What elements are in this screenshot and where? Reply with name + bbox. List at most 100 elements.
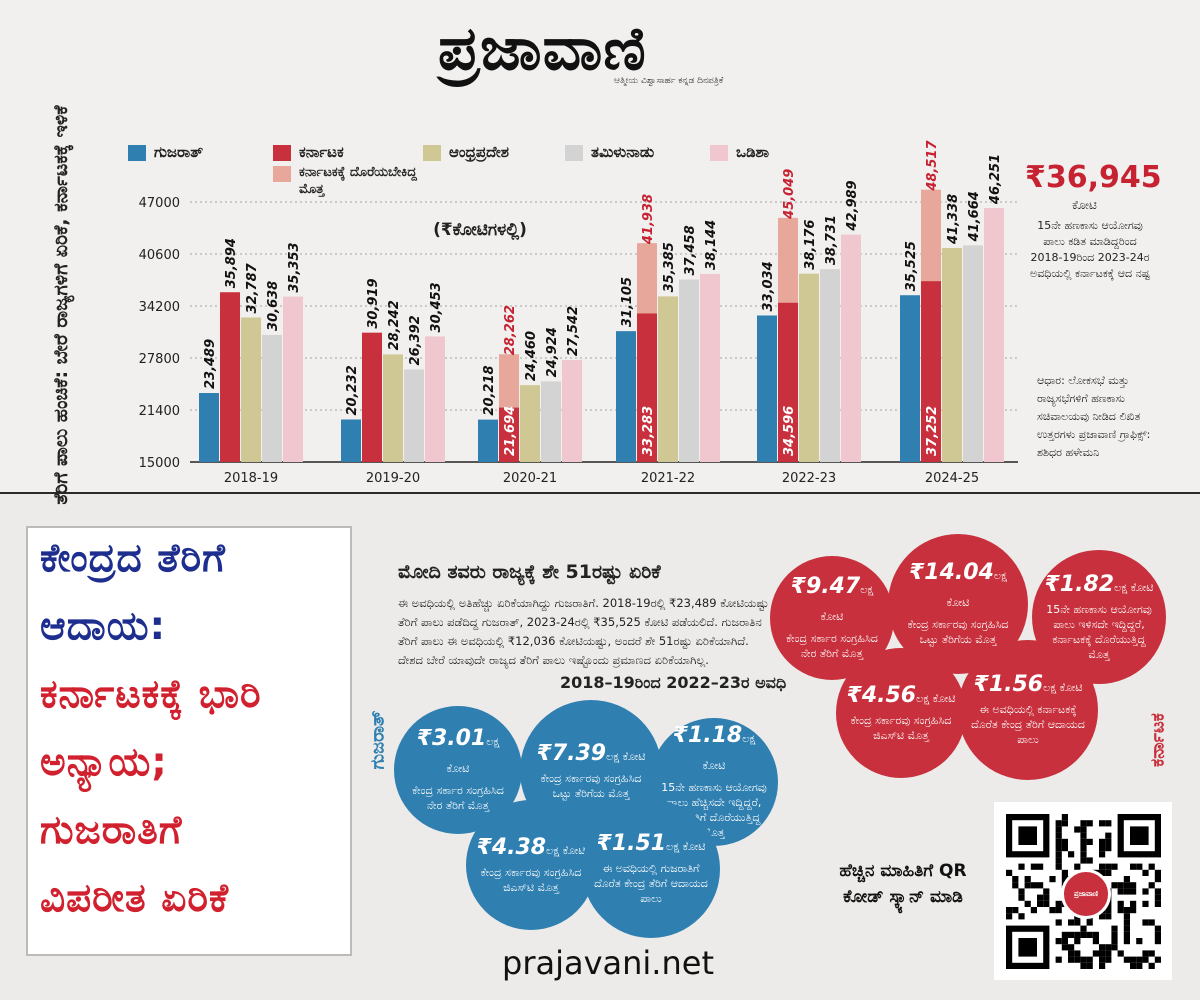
qr-module [1074, 919, 1081, 926]
qr-module [1061, 820, 1068, 827]
qr-module [1037, 900, 1044, 907]
qr-module [1123, 919, 1130, 926]
bar-label: 38,144 [704, 220, 719, 270]
qr-module [1080, 832, 1087, 839]
loss-amount: ₹36,945 [1025, 160, 1162, 195]
circle-text: ಕೇಂದ್ರ ಸರ್ಕಾರ ಸಂಗ್ರಹಿಸಿದ ನೇರ ತೆರಿಗೆ ಮೊತ್… [786, 632, 878, 660]
qr-module [1092, 950, 1099, 957]
circle-text: ಕೇಂದ್ರ ಸರ್ಕಾರವು ಸಂಗ್ರಹಿಸಿದ ಒಟ್ಟು ತೆರಿಗೆಯ… [540, 771, 642, 800]
bar-odisha [700, 273, 720, 462]
qr-module [1130, 900, 1137, 907]
masthead: ಪ್ರಜಾವಾಣಿ ಆತ್ಮೀಯ ವಿಶ್ವಾಸಾರ್ಹ ಕನ್ನಡ ದಿನಪತ… [438, 14, 818, 94]
qr-module [1068, 931, 1075, 938]
qr-module [1142, 888, 1149, 895]
circle-text: ಕೇಂದ್ರ ಸರ್ಕಾರವು ಸಂಗ್ರಹಿಸಿದ ಜಿಎಸ್‌ಟಿ ಮೊತ್… [480, 865, 582, 894]
qr-module [1030, 863, 1037, 870]
qr-module [1080, 962, 1087, 969]
bar-label: 46,251 [988, 154, 1003, 205]
qr-module [1142, 919, 1149, 926]
qr-module [1049, 907, 1056, 914]
qr-module [1037, 882, 1044, 889]
chart-grid: 15000 21400 27800 34200 40600 47000 [139, 196, 1018, 471]
legend-label-andhra: ಆಂಧ್ರಪ್ರದೇಶ [449, 143, 510, 161]
qr-module [1154, 900, 1161, 907]
qr-module [1080, 851, 1087, 858]
karnataka-circle-tax-share: ₹1.56ಲಕ್ಷ ಕೋಟಿ ಈ ಅವಧಿಯಲ್ಲಿ ಕರ್ನಾಟಕಕ್ಕೆ ದ… [958, 640, 1098, 780]
qr-module [1074, 863, 1081, 870]
qr-module [1136, 962, 1143, 969]
qr-module [1123, 925, 1130, 932]
karnataka-circle-gst: ₹4.56ಲಕ್ಷ ಕೋಟಿ ಕೇಂದ್ರ ಸರ್ಕಾರವು ಸಂಗ್ರಹಿಸಿ… [836, 648, 966, 778]
modi-section-title: ಮೋದಿ ತವರು ರಾಜ್ಯಕ್ಕೆ ಶೇ 51ರಷ್ಟು ಏರಿಕೆ [398, 561, 661, 583]
y-tick-label: 27800 [139, 352, 180, 367]
legend-label-karnataka: ಕರ್ನಾಟಕ [299, 143, 344, 161]
qr-module [1154, 925, 1161, 932]
qr-module [1099, 950, 1106, 957]
gujarat-circle-gst: ₹4.38ಲಕ್ಷ ಕೋಟಿ ಕೇಂದ್ರ ಸರ್ಕಾರವು ಸಂಗ್ರಹಿಸಿ… [466, 800, 596, 930]
qr-module [1080, 845, 1087, 852]
legend-label-gujarat: ಗುಜರಾತ್ [154, 143, 204, 161]
qr-module [1105, 863, 1112, 870]
qr-module [1105, 913, 1112, 920]
qr-module [1061, 838, 1068, 845]
qr-module [1099, 944, 1106, 951]
bar-andhra [658, 296, 678, 462]
qr-module [1105, 820, 1112, 827]
bar-gujarat [199, 393, 219, 462]
qr-module [1142, 869, 1149, 876]
qr-module [1111, 925, 1118, 932]
x-tick-label: 2021-22 [641, 471, 695, 486]
bar-label: 20,232 [345, 365, 360, 415]
bar-label: 35,353 [287, 242, 302, 292]
qr-module [1018, 888, 1025, 895]
qr-module [1006, 913, 1013, 920]
qr-module [1080, 820, 1087, 827]
karnataka-side-label: ಕರ್ನಾಟಕ [1147, 713, 1169, 767]
qr-module [1105, 832, 1112, 839]
qr-module [1111, 863, 1118, 870]
bar-tamilnadu [963, 245, 983, 462]
qr-module [1061, 931, 1068, 938]
qr-module [1080, 857, 1087, 864]
bar-gujarat [616, 331, 636, 462]
legend-swatch-karnataka-due [273, 166, 291, 182]
headline-line-3: ಕರ್ನಾಟಕಕ್ಕೆ ಭಾರಿ [40, 672, 262, 717]
circle-number: ₹1.51ಲಕ್ಷ ಕೋಟಿ [596, 831, 706, 856]
bar-karnataka [499, 407, 519, 462]
qr-module [1154, 888, 1161, 895]
y-tick-label: 34200 [139, 300, 180, 315]
bar-label: 38,731 [824, 215, 839, 265]
x-tick-label: 2019-20 [366, 471, 420, 486]
qr-module [1061, 845, 1068, 852]
bar-label: 28,242 [387, 300, 402, 350]
qr-logo: ಪ್ರಜಾವಾಣಿ [1061, 869, 1111, 919]
x-tick-label: 2024-25 [925, 471, 979, 486]
bar-gujarat [900, 295, 920, 462]
qr-module [1136, 863, 1143, 870]
footer-url[interactable]: prajavani.net [502, 944, 714, 982]
bar-andhra [799, 273, 819, 462]
bar-label: 42,989 [845, 180, 860, 231]
qr-module [1130, 888, 1137, 895]
headline-line-5: ಗುಜರಾತಿಗೆ [40, 808, 183, 853]
qr-module [1142, 950, 1149, 957]
qr-module [1055, 956, 1062, 963]
qr-module [1061, 944, 1068, 951]
qr-module [1092, 938, 1099, 945]
bar-label: 20,218 [482, 365, 497, 415]
x-tick-label: 2022-23 [782, 471, 836, 486]
qr-instruction: ಹೆಚ್ಚಿನ ಮಾಹಿತಿಗೆ QR ಕೋಡ್ ಸ್ಕ್ಯಾನ್ ಮಾಡಿ [839, 861, 967, 907]
qr-module [1012, 876, 1019, 883]
gujarat-side-label: ಗುಜರಾತ್ [367, 710, 389, 770]
circle-number: ₹3.01ಲಕ್ಷ ಕೋಟಿ [416, 726, 500, 776]
qr-module [1055, 845, 1062, 852]
bar-label: 35,525 [904, 241, 919, 291]
qr-module [1142, 956, 1149, 963]
modi-section-body: ಈ ಅವಧಿಯಲ್ಲಿ ಅತಿಹೆಚ್ಚು ಏರಿಕೆಯಾಗಿದ್ದು ಗುಜರ… [398, 596, 769, 667]
bar-andhra [241, 317, 261, 462]
qr-module [1055, 820, 1062, 827]
legend-item-tamilnadu: ತಮಿಳುನಾಡು [565, 143, 654, 161]
qr-code[interactable]: ಪ್ರಜಾವಾಣಿ [994, 802, 1172, 980]
qr-module [1099, 863, 1106, 870]
qr-module [1055, 863, 1062, 870]
